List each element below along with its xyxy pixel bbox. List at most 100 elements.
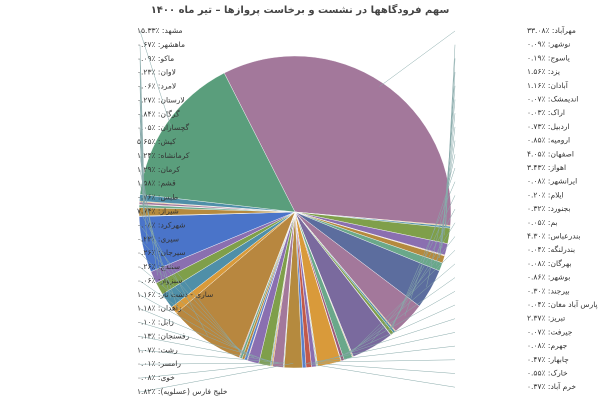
separator: : xyxy=(156,234,161,243)
category-label: مشهد xyxy=(164,26,182,35)
value-label: ٪۰.۱۰ xyxy=(137,318,156,327)
category-label: بهرگان xyxy=(550,259,571,268)
separator: : xyxy=(156,137,161,146)
value-label: ٪۱.۱۶ xyxy=(137,290,156,299)
separator: : xyxy=(546,122,551,131)
value-label: ٪۰.۸۴ xyxy=(137,109,156,118)
value-label: ٪۰.۰۸ xyxy=(527,341,546,350)
data-label: شهرکرد: ٪۰.۰۸ xyxy=(137,220,185,229)
leader-line xyxy=(139,280,249,357)
category-label: اندیمشک xyxy=(550,95,578,104)
category-label: خرم آباد xyxy=(550,381,576,391)
category-label: طبس xyxy=(160,193,178,202)
separator: : xyxy=(546,369,551,378)
category-label: خارک xyxy=(550,369,568,378)
category-label: رفسنجان xyxy=(160,331,189,340)
separator: : xyxy=(546,273,551,282)
leader-line xyxy=(341,291,456,357)
category-label: شیراز xyxy=(159,207,178,216)
data-label: خلیج فارس (عسلویه): ٪۱.۸۲ xyxy=(137,387,228,396)
data-label: اندیمشک: ٪۰.۰۷ xyxy=(527,95,578,104)
value-label: ٪۰.۳۰ xyxy=(527,286,546,295)
value-label: ٪۴.۰۵ xyxy=(527,149,546,158)
category-label: بجنورد xyxy=(550,204,570,213)
leader-line xyxy=(387,222,456,332)
value-label: ٪۰.۰۶ xyxy=(137,82,156,91)
value-label: ٪۱.۵۶ xyxy=(527,67,546,76)
separator: : xyxy=(156,262,161,271)
leader-line xyxy=(139,58,145,202)
leader-line xyxy=(426,154,456,287)
category-label: قشم xyxy=(160,179,176,188)
value-label: ٪۰.۰۶ xyxy=(137,276,156,285)
leader-line xyxy=(139,197,178,308)
data-label: ارومیه: ٪۰.۸۵ xyxy=(527,136,570,145)
separator: : xyxy=(156,179,161,188)
category-label: یاسوج xyxy=(550,53,569,62)
value-label: ٪۰.۰۸ xyxy=(527,177,546,186)
value-label: ٪۰.۰۸ xyxy=(137,373,156,382)
category-label: نوشهر xyxy=(549,40,570,49)
data-label: ایرانشهر: ٪۰.۰۸ xyxy=(527,177,577,186)
separator: : xyxy=(156,68,161,77)
separator: : xyxy=(546,149,551,158)
value-label: ٪۲.۳۷ xyxy=(527,314,546,323)
data-label: ماهشهر: ٪۰.۶۷ xyxy=(137,40,185,49)
pie-slice xyxy=(139,72,296,213)
separator: : xyxy=(546,286,551,295)
separator: : xyxy=(160,26,165,35)
separator: : xyxy=(156,165,161,174)
separator: : xyxy=(546,259,551,268)
separator: : xyxy=(156,40,161,49)
separator: : xyxy=(156,387,161,396)
value-label: ٪۱.۱۸ xyxy=(137,304,156,313)
leader-line xyxy=(139,362,285,379)
value-label: ٪۰.۸۵ xyxy=(527,136,546,145)
leader-line xyxy=(439,113,456,255)
category-label: آبادان xyxy=(550,80,568,90)
leader-line xyxy=(139,336,273,362)
category-label: ماهشهر xyxy=(159,40,185,49)
value-label: ٪۰.۸۶ xyxy=(527,273,546,282)
leader-line xyxy=(313,359,456,363)
category-label: بندرلنگه xyxy=(550,245,575,254)
leader-line xyxy=(308,362,456,374)
data-label: بوشهر: ٪۰.۸۶ xyxy=(527,273,570,282)
data-label: بم: ٪۰.۰۵ xyxy=(527,218,558,227)
separator: : xyxy=(546,53,551,62)
data-label: شیراز: ٪۷.۷۴ xyxy=(137,207,179,216)
value-label: ٪۱.۵۸ xyxy=(137,179,156,188)
value-label: ٪۰.۲۶ xyxy=(137,262,156,271)
value-label: ٪۴.۳۰ xyxy=(527,232,546,241)
data-label: بهرگان: ٪۰.۰۸ xyxy=(527,259,571,268)
value-label: ٪۰.۰۴ xyxy=(527,245,546,254)
separator: : xyxy=(546,218,551,227)
value-label: ٪۰.۰۷ xyxy=(527,95,546,104)
separator: : xyxy=(546,245,551,254)
leader-line xyxy=(139,239,243,355)
category-label: ارومیه xyxy=(550,136,570,145)
category-label: خوی xyxy=(160,373,175,382)
value-label: ٪۰.۲۳ xyxy=(137,68,156,77)
data-label: لاوان: ٪۰.۲۳ xyxy=(137,68,176,77)
value-label: ٪۰.۱۳ xyxy=(137,331,156,340)
value-label: ٪۰.۲۶ xyxy=(137,248,156,257)
category-label: تبریز xyxy=(549,314,565,323)
data-label: چابهار: ٪۰.۴۷ xyxy=(527,355,569,364)
value-label: ٪۰.۲۳ xyxy=(137,234,156,243)
value-label: ٪۰.۳۲ xyxy=(527,204,546,213)
category-label: بندرعباس xyxy=(550,232,580,241)
value-label: ٪۰.۰۵ xyxy=(137,123,156,132)
separator: : xyxy=(156,248,161,257)
leader-line xyxy=(139,362,284,365)
leader-line xyxy=(139,350,279,363)
value-label: ٪۳۳.۰۸ xyxy=(527,26,550,35)
value-label: ٪۵.۶۵ xyxy=(137,137,156,146)
category-label: خلیج فارس (عسلویه) xyxy=(160,387,227,396)
separator: : xyxy=(156,109,161,118)
value-label: ٪۱.۲۹ xyxy=(137,165,156,174)
category-label: ساری - دشت ناز xyxy=(159,290,213,299)
value-label: ٪۱.۲۴ xyxy=(137,151,156,160)
leader-line xyxy=(346,277,456,355)
value-label: ٪۰.۰۳ xyxy=(527,108,546,117)
